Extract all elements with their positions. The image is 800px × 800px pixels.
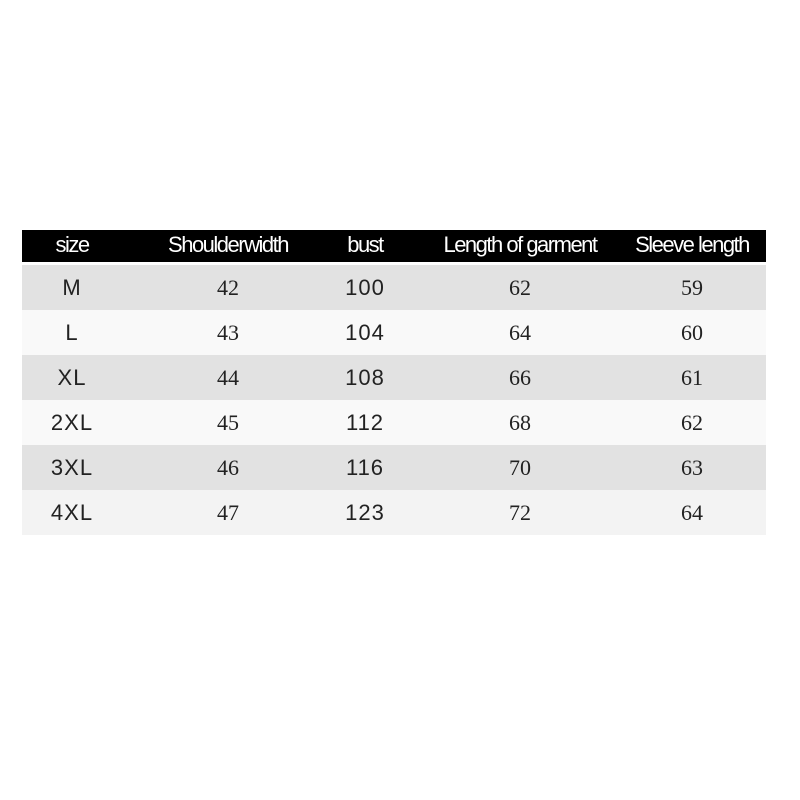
table-cell: 60 (681, 319, 703, 345)
table-row: L 43 104 64 60 (22, 310, 766, 355)
table-cell: 46 (217, 454, 239, 480)
table-cell: 70 (509, 454, 531, 480)
table-cell: 123 (345, 499, 385, 525)
table-cell: 59 (681, 274, 703, 300)
table-cell: 42 (217, 274, 239, 300)
table-cell: 66 (509, 364, 531, 390)
table-cell: 45 (217, 409, 239, 435)
table-row: 3XL 46 116 70 63 (22, 445, 766, 490)
table-cell: 68 (509, 409, 531, 435)
table-cell: 72 (509, 499, 531, 525)
table-cell: 116 (345, 454, 385, 480)
table-cell: XL (57, 364, 87, 390)
header-length: Length of garment (443, 232, 598, 257)
table-cell: 44 (217, 364, 239, 390)
table-cell: M (62, 274, 82, 300)
table-cell: 4XL (50, 499, 94, 525)
table-cell: 61 (681, 364, 703, 390)
table-row: 2XL 45 112 68 62 (22, 400, 766, 445)
table-row: XL 44 108 66 61 (22, 355, 766, 400)
table-cell: 64 (509, 319, 531, 345)
table-cell: L (65, 319, 79, 345)
table-header: size Shoulderwidth bust Length of garmen… (22, 230, 766, 262)
table-row: M 42 100 62 59 (22, 265, 766, 310)
table-cell: 112 (345, 409, 385, 435)
table-cell: 43 (217, 319, 239, 345)
header-shoulder-width: Shoulderwidth (168, 232, 289, 257)
table-cell: 47 (217, 499, 239, 525)
table-cell: 63 (681, 454, 703, 480)
table-cell: 62 (509, 274, 531, 300)
header-sleeve-length: Sleeve length (635, 232, 750, 257)
size-chart-table: size Shoulderwidth bust Length of garmen… (22, 230, 766, 535)
table-cell: 3XL (50, 454, 94, 480)
header-bust: bust (347, 232, 384, 257)
table-cell: 100 (345, 274, 385, 300)
table-cell: 64 (681, 499, 703, 525)
table-cell: 62 (681, 409, 703, 435)
table-cell: 104 (345, 319, 385, 345)
header-size: size (55, 232, 90, 257)
table-cell: 108 (345, 364, 385, 390)
table-cell: 2XL (50, 409, 94, 435)
table-row: 4XL 47 123 72 64 (22, 490, 766, 535)
